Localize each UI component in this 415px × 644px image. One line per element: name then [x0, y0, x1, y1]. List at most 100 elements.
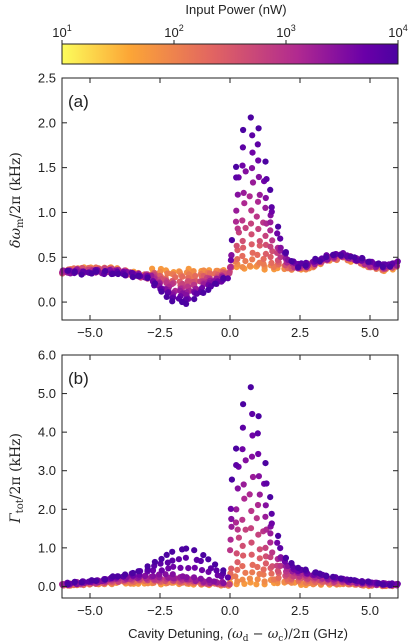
panel-b-points: [59, 384, 401, 590]
data-point: [254, 576, 261, 583]
data-point: [268, 259, 275, 266]
y-tick-label: 6.0: [38, 348, 56, 363]
x-tick-label: −2.5: [147, 325, 173, 340]
data-point: [269, 549, 276, 556]
data-point: [263, 480, 270, 487]
y-tick-label: 4.0: [38, 425, 56, 440]
data-point: [274, 230, 281, 237]
data-point: [269, 237, 276, 244]
data-point: [206, 576, 213, 584]
data-point: [226, 581, 233, 588]
data-point: [248, 207, 255, 214]
data-point: [277, 254, 284, 261]
data-point: [235, 534, 242, 541]
data-point: [239, 516, 246, 523]
data-point: [239, 144, 246, 151]
data-point: [255, 157, 262, 164]
data-point: [239, 576, 246, 583]
x-tick-label: 0.0: [221, 325, 239, 340]
data-point: [158, 567, 165, 574]
x-tick-label: −5.0: [77, 325, 103, 340]
data-point: [198, 567, 206, 574]
x-tick-label: 5.0: [361, 603, 379, 618]
data-point: [275, 574, 282, 582]
data-point: [316, 258, 323, 265]
data-point: [249, 132, 256, 139]
data-point: [239, 264, 246, 271]
data-point: [227, 257, 234, 264]
data-point: [200, 289, 207, 296]
data-point: [150, 573, 157, 580]
data-point: [234, 559, 241, 566]
data-point: [227, 505, 234, 512]
data-point: [234, 191, 241, 198]
data-point: [122, 571, 129, 578]
data-point: [329, 251, 337, 258]
data-point: [151, 558, 158, 566]
data-point: [267, 539, 274, 546]
data-point: [337, 252, 344, 259]
data-point: [249, 410, 256, 418]
data-point: [179, 273, 186, 280]
data-point: [379, 581, 386, 588]
data-point: [295, 564, 302, 571]
data-point: [169, 571, 176, 578]
data-point: [207, 565, 214, 572]
colorbar-tick-label: 104: [388, 23, 407, 40]
data-point: [227, 536, 234, 543]
data-point: [248, 241, 255, 248]
data-point: [242, 457, 249, 464]
data-point: [268, 570, 275, 577]
data-point: [213, 567, 220, 574]
data-point: [233, 163, 240, 170]
data-point: [102, 268, 109, 275]
y-tick-label: 1.0: [38, 540, 56, 555]
data-point: [379, 263, 386, 270]
data-point: [210, 578, 218, 585]
data-point: [163, 551, 170, 559]
y-tick-label: 1.0: [38, 205, 56, 220]
data-point: [254, 251, 261, 258]
data-point: [240, 126, 247, 134]
data-point: [115, 573, 122, 580]
data-point: [262, 158, 269, 165]
data-point: [247, 525, 255, 532]
data-point: [267, 227, 274, 234]
panel-b-label: (b): [68, 369, 89, 388]
data-point: [267, 494, 274, 501]
panel-a-label: (a): [68, 92, 89, 111]
data-point: [248, 539, 255, 546]
data-point: [256, 491, 263, 498]
data-point: [240, 244, 247, 251]
data-point: [191, 547, 198, 554]
data-point: [59, 267, 66, 274]
data-point: [169, 298, 176, 305]
data-point: [78, 271, 85, 278]
data-point: [267, 219, 274, 226]
data-point: [247, 384, 254, 391]
data-point: [200, 552, 207, 559]
data-point: [234, 526, 241, 533]
data-point: [288, 258, 295, 265]
data-point: [227, 263, 234, 270]
data-point: [387, 582, 394, 589]
data-point: [255, 173, 262, 181]
data-point: [277, 545, 284, 552]
colorbar-label: Input Power (nW): [185, 2, 286, 17]
data-point: [239, 446, 246, 453]
data-point: [228, 515, 235, 523]
data-point: [242, 526, 249, 533]
data-point: [239, 424, 246, 431]
data-point: [226, 270, 233, 277]
data-point: [253, 213, 260, 220]
data-point: [242, 168, 249, 175]
y-tick-label: 2.0: [38, 115, 56, 130]
data-point: [239, 252, 246, 260]
data-point: [253, 581, 260, 588]
data-point: [275, 223, 282, 230]
data-point: [262, 250, 269, 257]
data-point: [263, 176, 270, 183]
data-point: [233, 462, 240, 469]
data-point: [192, 272, 199, 279]
data-point: [246, 262, 253, 269]
